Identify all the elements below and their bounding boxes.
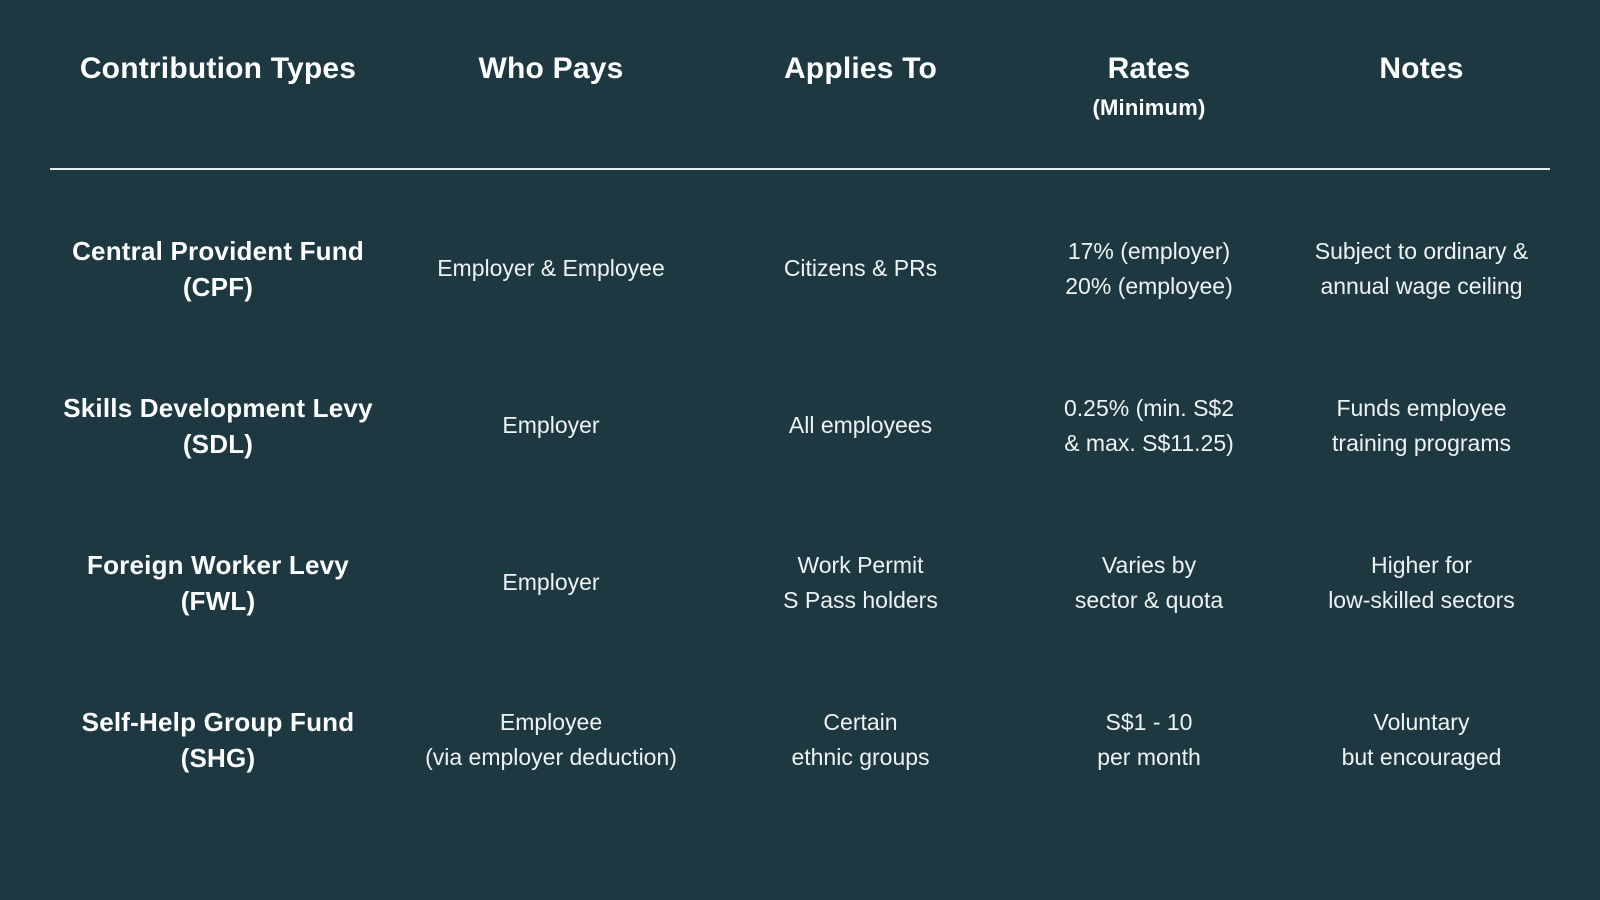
cell-rates: Varies by sector & quota: [1074, 551, 1224, 613]
table-row-sdl: Skills Development Levy (SDL) Employer Al…: [50, 347, 1550, 504]
column-header-label: Notes: [1379, 52, 1464, 85]
cell-contribution-type: Foreign Worker Levy (FWL): [87, 549, 349, 616]
table-body: Central Provident Fund (CPF) Employer & E…: [50, 170, 1550, 818]
cell-rates: 0.25% (min. S$2 & max. S$11.25): [1063, 394, 1235, 456]
cell-notes: Funds employee training programs: [1332, 394, 1511, 456]
cell-rates: 17% (employer) 20% (employee): [1065, 237, 1233, 299]
cell-who-pays: Employer & Employee: [437, 255, 665, 281]
cell-contribution-type: Self-Help Group Fund (SHG): [81, 706, 355, 773]
cell-notes: Voluntary but encouraged: [1341, 708, 1502, 770]
table-row-fwl: Foreign Worker Levy (FWL) Employer Work P…: [50, 504, 1550, 661]
cell-applies-to: Citizens & PRs: [783, 255, 938, 281]
table-row-cpf: Central Provident Fund (CPF) Employer & E…: [50, 190, 1550, 347]
column-header-label: Applies To: [783, 52, 938, 85]
cell-who-pays: Employer: [502, 569, 600, 595]
cell-notes: Higher for low-skilled sectors: [1328, 551, 1515, 613]
column-header-rates: Rates (Minimum): [1005, 50, 1293, 121]
cell-rates: S$1 - 10 per month: [1097, 708, 1201, 770]
column-header-label: Contribution Types: [79, 52, 357, 85]
cell-applies-to: Work Permit S Pass holders: [783, 551, 938, 613]
column-header-contribution-types: Contribution Types: [50, 50, 386, 88]
column-header-applies-to: Applies To: [716, 50, 1005, 88]
cell-applies-to: Certain ethnic groups: [791, 708, 930, 770]
cell-who-pays: Employer: [502, 412, 600, 438]
table-row-shg: Self-Help Group Fund (SHG) Employee (via e…: [50, 661, 1550, 818]
column-header-who-pays: Who Pays: [386, 50, 716, 88]
column-header-notes: Notes: [1293, 50, 1550, 88]
column-header-label: Rates: [1107, 52, 1191, 85]
cell-applies-to: All employees: [788, 412, 933, 438]
column-header-label: Who Pays: [478, 52, 624, 85]
cell-contribution-type: Skills Development Levy (SDL): [63, 392, 373, 459]
cell-who-pays: Employee (via employer deduction): [425, 708, 677, 770]
table-header: Contribution Types Who Pays Applies To R…: [50, 0, 1550, 170]
cell-contribution-type: Central Provident Fund (CPF): [72, 235, 364, 302]
column-header-sublabel: (Minimum): [1092, 94, 1206, 120]
cell-notes: Subject to ordinary & annual wage ceiling: [1314, 237, 1529, 299]
